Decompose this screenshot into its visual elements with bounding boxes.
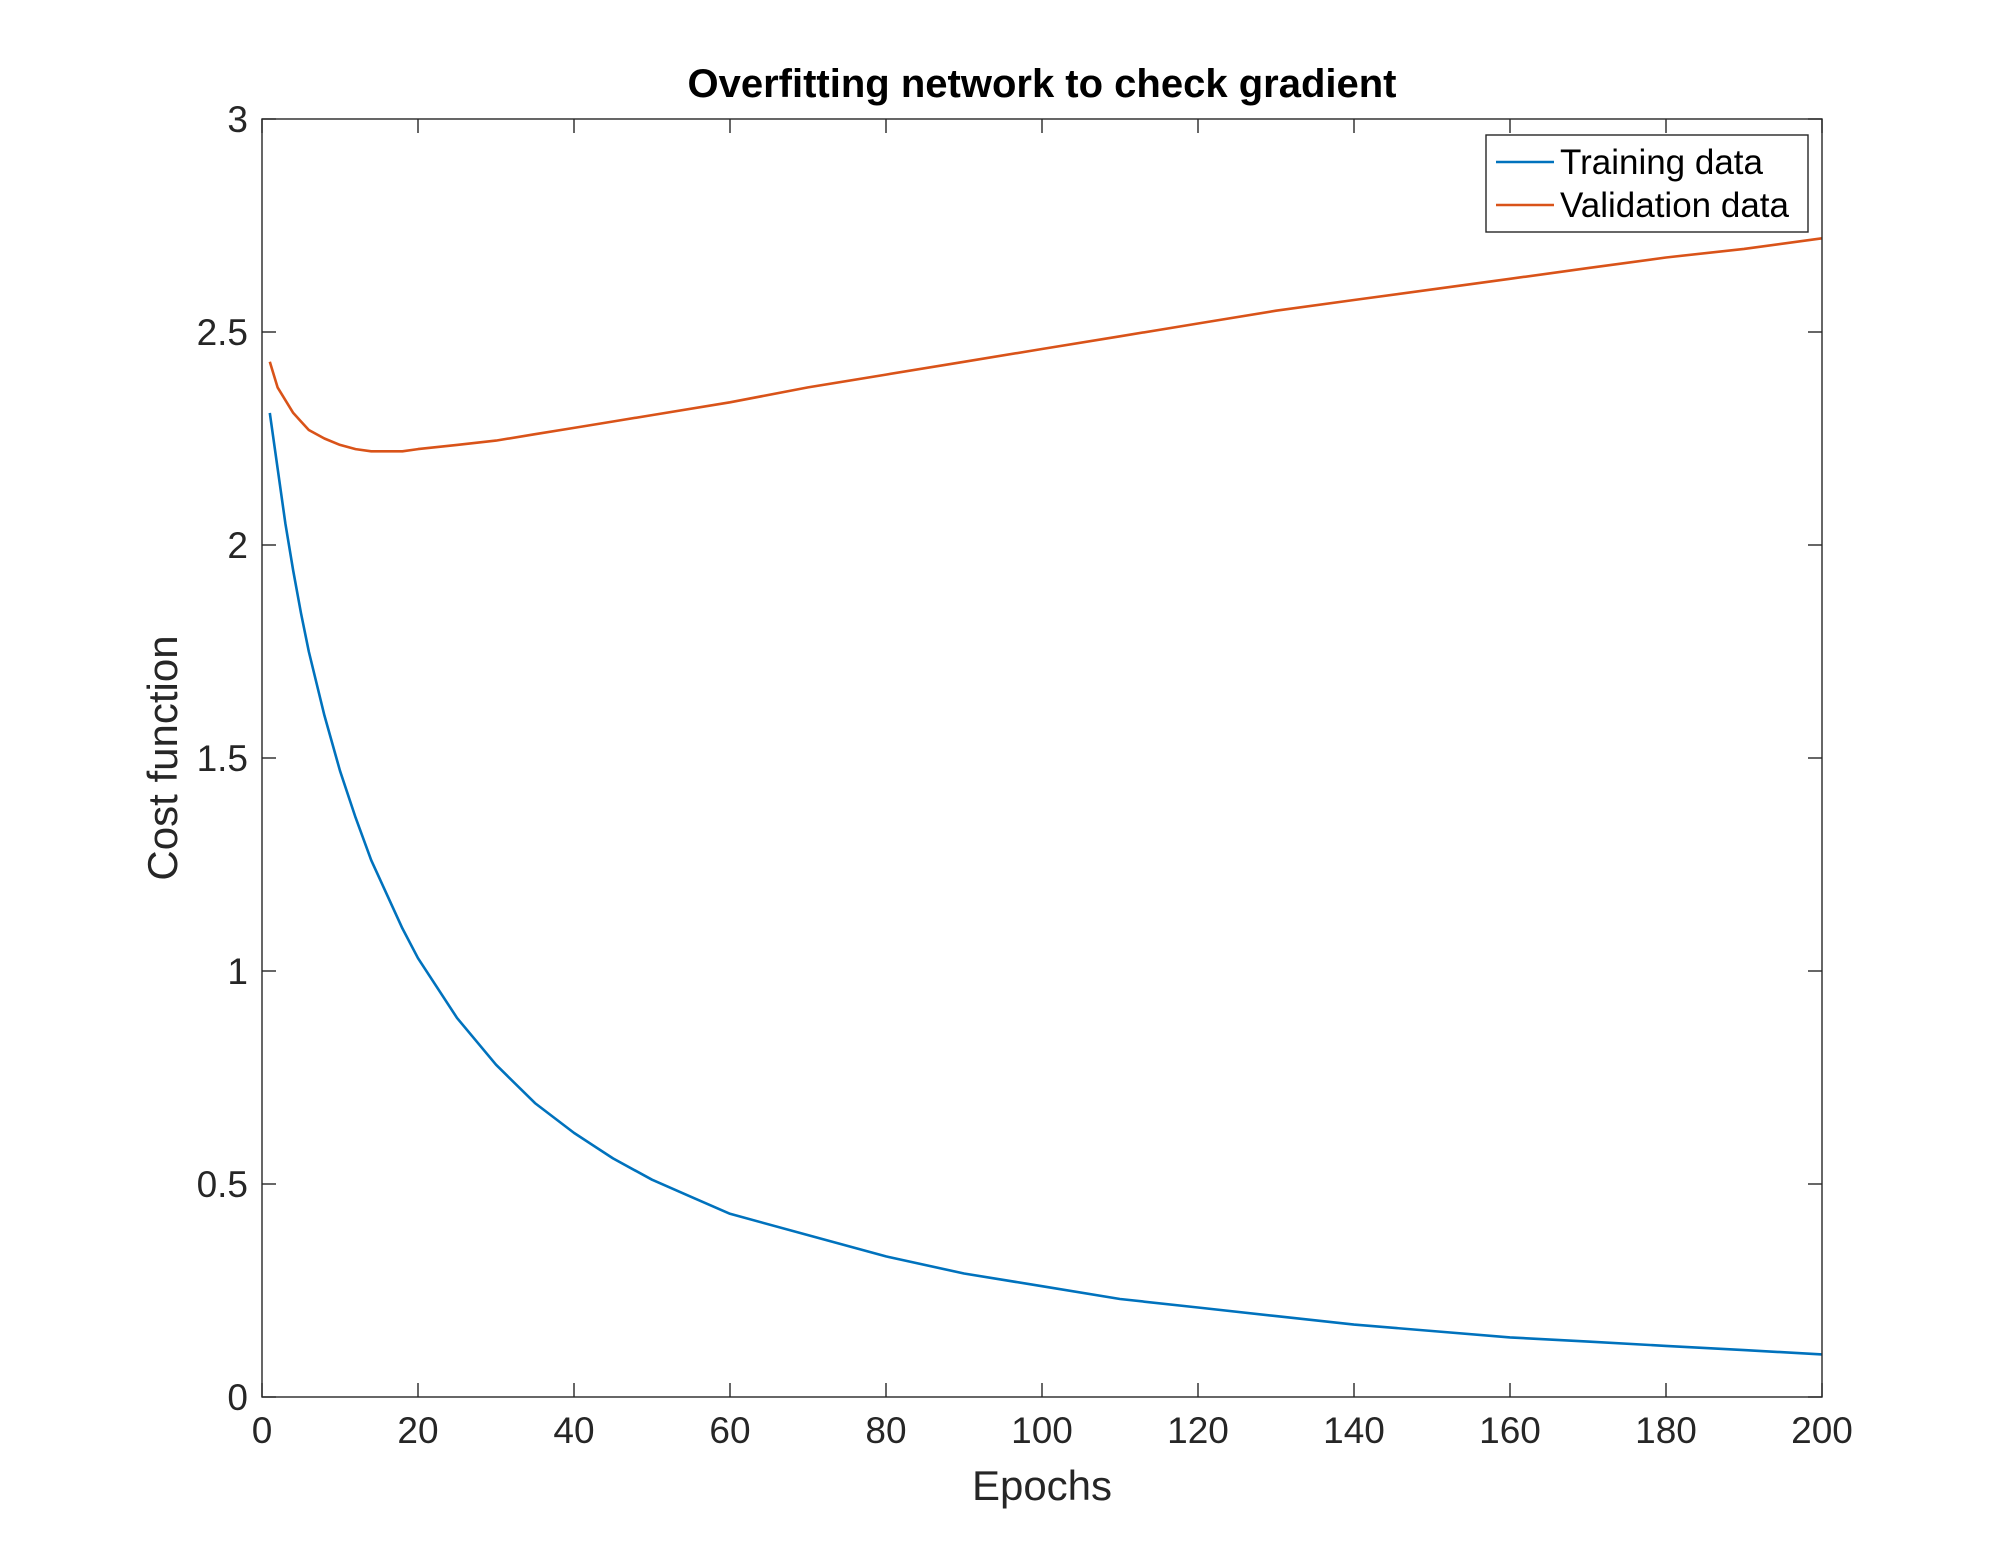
x-tick-label: 20 [397,1410,438,1451]
x-tick-label: 40 [553,1410,594,1451]
chart-title: Overfitting network to check gradient [687,62,1396,106]
x-tick-label: 120 [1167,1410,1229,1451]
x-tick-label: 180 [1635,1410,1697,1451]
y-tick-label: 0.5 [197,1164,248,1205]
y-tick-label: 2 [227,525,248,566]
legend: Training data Validation data [1485,134,1809,233]
y-tick-label: 1.5 [197,738,248,779]
x-tick-label: 80 [865,1410,906,1451]
y-tick-label: 2.5 [197,312,248,353]
y-tick-label: 0 [227,1377,248,1418]
x-tick-label: 140 [1323,1410,1385,1451]
series-line-0 [268,412,1823,1356]
plot-area [262,119,1822,1397]
y-axis-title: Cost function [139,635,186,880]
legend-box [1485,134,1809,233]
x-tick-label: 200 [1791,1410,1853,1451]
x-tick-label: 160 [1479,1410,1541,1451]
legend-label: Training data [1560,143,1764,182]
y-tick-label: 3 [227,99,248,140]
x-tick-label: 100 [1011,1410,1073,1451]
x-axis-title: Epochs [972,1462,1112,1509]
series-layer [268,237,1823,1356]
legend-label: Validation data [1560,186,1790,225]
series-line-1 [268,237,1823,453]
x-tick-label: 0 [252,1410,273,1451]
x-tick-label: 60 [709,1410,750,1451]
y-tick-label: 1 [227,951,248,992]
ticks-layer: 0 20 40 60 80 100 120 140 160 180 200 0 0.5 1 1.5 2 2.5 3 [197,99,1853,1451]
